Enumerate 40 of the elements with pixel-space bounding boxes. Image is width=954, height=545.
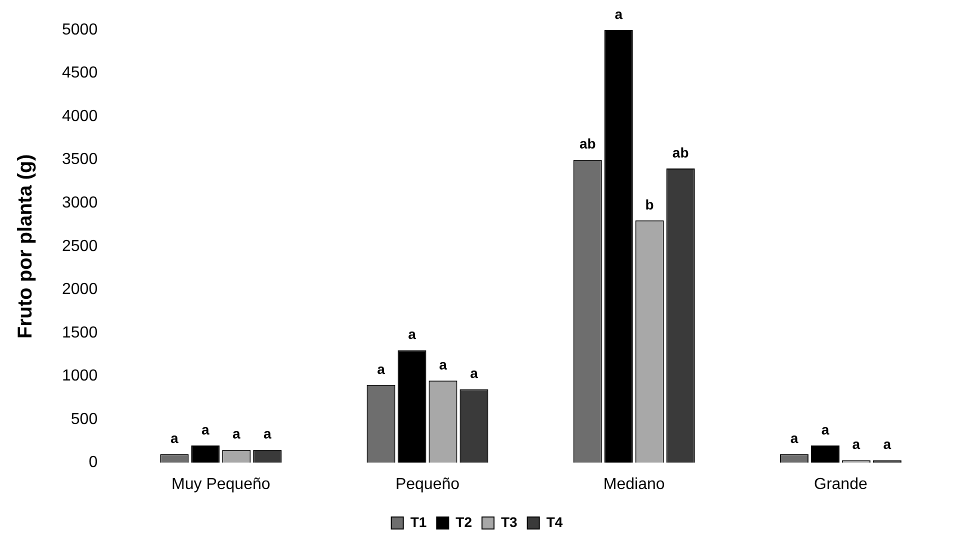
legend-label: T2 — [456, 514, 472, 530]
data-label: a — [232, 426, 240, 442]
bar — [191, 445, 220, 463]
y-tick-label: 1500 — [62, 324, 98, 342]
y-tick-label: 500 — [70, 410, 98, 428]
y-tick-label: 5000 — [62, 21, 98, 38]
data-label: a — [470, 365, 478, 382]
legend-label: T1 — [410, 514, 427, 530]
y-tick-label: 0 — [88, 454, 98, 472]
bar — [810, 445, 840, 463]
data-label: a — [170, 430, 179, 446]
legend-label: T3 — [501, 514, 518, 530]
y-tick-label: 2000 — [62, 281, 98, 298]
data-label: a — [821, 421, 830, 438]
data-label: b — [645, 196, 654, 212]
y-tick-label: 4000 — [62, 108, 98, 125]
data-label: a — [852, 436, 860, 452]
data-label: a — [883, 436, 892, 452]
data-label: ab — [579, 136, 596, 152]
y-tick-label: 3000 — [62, 194, 98, 212]
x-tick-label: Muy Pequeño — [172, 476, 270, 493]
x-tick-label: Grande — [814, 476, 868, 493]
data-label: a — [408, 326, 416, 342]
x-tick-label: Mediano — [603, 476, 665, 493]
x-tick-label: Pequeño — [395, 476, 460, 493]
y-tick-label: 3500 — [62, 151, 98, 168]
bar — [604, 30, 633, 463]
data-label: a — [614, 6, 623, 22]
y-tick-label: 4500 — [62, 64, 98, 82]
bar — [398, 350, 426, 463]
legend-label: T4 — [546, 514, 563, 530]
data-label: a — [439, 356, 448, 372]
data-label: a — [202, 421, 210, 438]
data-label: a — [377, 360, 386, 377]
y-tick-label: 2500 — [62, 238, 98, 255]
data-label: a — [263, 426, 272, 442]
data-label: ab — [672, 144, 689, 160]
y-tick-label: 1000 — [62, 368, 98, 385]
data-label: a — [790, 430, 798, 446]
y-axis-title: Fruto por planta (g) — [14, 154, 37, 339]
